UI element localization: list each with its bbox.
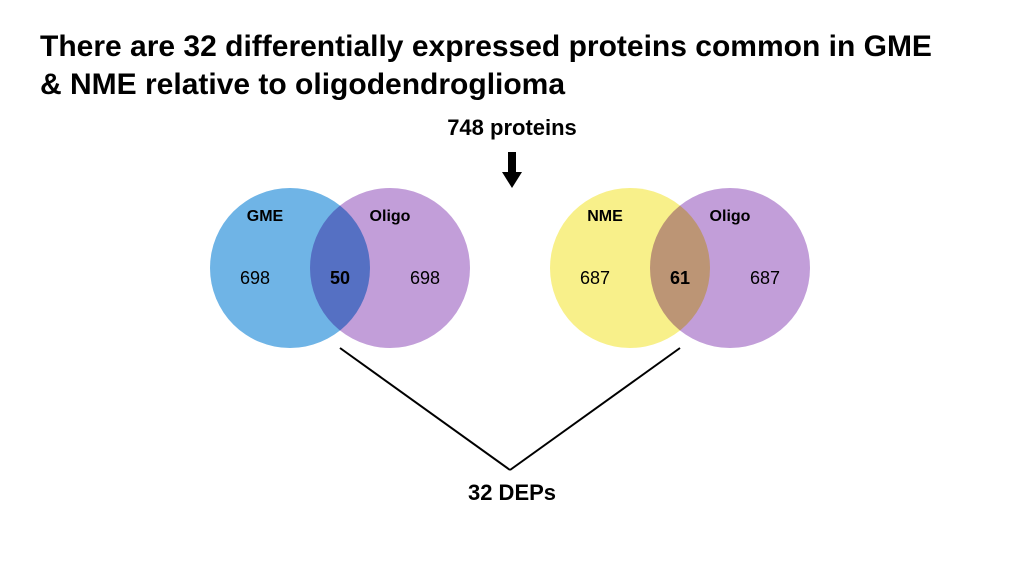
venn-left-value-gme: 698 [225, 268, 285, 289]
venn-left-label-oligo: Oligo [360, 208, 420, 226]
bottom-label: 32 DEPs [0, 480, 1024, 506]
venn-right-label-oligo: Oligo [700, 208, 760, 226]
venn-left-value-oligo: 698 [395, 268, 455, 289]
venn-left-label-gme: GME [235, 208, 295, 226]
venn-left-value-overlap: 50 [315, 268, 365, 289]
page-title: There are 32 differentially expressed pr… [40, 28, 960, 103]
top-label: 748 proteins [0, 115, 1024, 141]
arrow-down-icon [502, 152, 522, 188]
venn-right-label-nme: NME [575, 208, 635, 226]
venn-right-value-nme: 687 [565, 268, 625, 289]
venn-right-value-oligo: 687 [735, 268, 795, 289]
venn-right-value-overlap: 61 [655, 268, 705, 289]
venn-container: GME Oligo 698 50 698 NME Oligo 687 61 68… [0, 188, 1024, 368]
